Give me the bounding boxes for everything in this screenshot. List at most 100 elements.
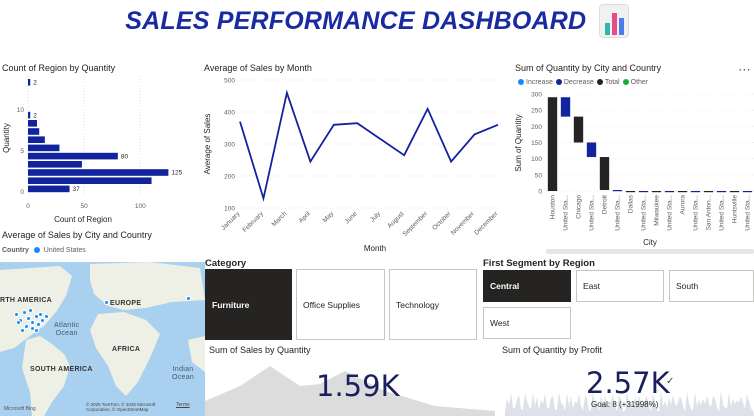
map-point[interactable] [26,316,31,321]
y-tick-label: 300 [224,142,235,149]
map-point[interactable] [40,318,45,323]
waterfall-bar [664,191,675,193]
waterfall-bar [703,191,714,193]
bar [28,128,40,135]
waterfall-bar [677,191,688,193]
page-title: SALES PERFORMANCE DASHBOARD [125,6,587,35]
map-point[interactable] [24,324,29,329]
legend-dot-icon [555,79,562,85]
city-quantity-waterfall-chart[interactable]: 300 250 200 150 100 50 0 Houston United Sta... Ch… [510,88,754,258]
x-tick-label: San Anton... [706,195,713,231]
city-chart-legend: Increase Decrease Total Other [515,79,648,86]
waterfall-bar [716,191,727,193]
y-tick-label: 0 [20,189,24,196]
data-label: 37 [73,186,81,193]
month-chart-title: Average of Sales by Month [204,63,312,73]
legend-item-label: Total [604,79,620,86]
bar [28,185,70,193]
data-label: 2 [33,80,37,87]
segment-option-south[interactable]: South [669,270,754,302]
y-tick-label: 150 [531,140,542,147]
x-tick-label: Huntsville [732,195,739,224]
data-label: 80 [121,153,129,160]
category-option-technology[interactable]: Technology [389,269,477,340]
map-legend-item: United States [43,247,86,254]
waterfall-bar [638,191,649,193]
bar [28,161,82,168]
bar [28,144,60,152]
sparkline-area [505,390,754,416]
waterfall-bar [573,116,584,143]
map-point[interactable] [28,308,33,313]
map-point[interactable] [16,320,21,325]
category-slicer-title: Category [205,258,247,269]
waterfall-bar [651,191,662,193]
city-chart-title: Sum of Quantity by City and Country [515,63,662,73]
map-point[interactable] [14,312,19,317]
x-tick-label: November [450,210,477,237]
category-option-office-supplies[interactable]: Office Supplies [296,269,385,340]
segment-option-west[interactable]: West [483,307,571,339]
legend-item-label: Increase [526,79,553,86]
profit-card-goal: Goal: 8 (+31998%) [591,400,659,409]
map-label-europe: EUROPE [110,300,142,307]
waterfall-bar [690,191,701,193]
bar [28,111,31,119]
x-tick-label: April [298,210,313,225]
x-tick-label: July [369,210,383,224]
y-tick-label: 400 [224,110,235,117]
x-tick-label: United Sta... [615,195,622,231]
x-tick-label: Detroit [602,195,609,214]
x-tick-label: January [220,210,242,232]
map-point[interactable] [20,328,25,333]
x-axis-title: Count of Region [54,215,112,224]
x-axis-title: Month [364,244,386,253]
data-label: 125 [171,170,182,177]
bar [28,136,45,143]
x-tick-label: United Sta... [745,195,752,231]
map-terms-link[interactable]: Terms [176,402,190,408]
x-tick-label: Houston [550,195,557,220]
legend-dot-icon [622,79,629,85]
category-option-furniture[interactable]: Furniture [205,269,292,340]
legend-item-label: Other [630,79,649,86]
more-options-icon[interactable]: ⋯ [738,62,751,77]
y-tick-label: 10 [17,107,25,114]
segment-option-central[interactable]: Central [483,270,571,302]
map-label-north-america: RTH AMERICA [0,297,53,304]
map-label-indian: Indian Ocean [172,366,195,381]
waterfall-bar [612,190,623,192]
map-point[interactable] [22,310,27,315]
map-point[interactable] [186,296,191,301]
y-tick-label: 250 [531,108,542,115]
bar [28,152,118,160]
y-tick-label: 500 [224,78,235,85]
sales-map[interactable]: RTH AMERICA EUROPE Atlantic Ocean AFRICA … [0,262,205,416]
sales-card-value: 1.59K [316,369,400,403]
map-point[interactable] [34,328,39,333]
map-point[interactable] [30,320,35,325]
x-tick-label: August [386,210,405,229]
map-point[interactable] [36,322,41,327]
waterfall-bar [586,142,597,158]
x-tick-label: March [271,210,289,228]
y-tick-label: 100 [224,206,235,213]
data-label: 2 [33,112,37,119]
map-label-atlantic: Atlantic Ocean [54,322,80,337]
waterfall-bar [599,157,610,191]
waterfall-bar [729,191,740,193]
bar [28,169,169,176]
map-point[interactable] [38,312,43,317]
map-point[interactable] [104,300,109,305]
waterfall-bar [742,191,753,193]
y-axis-title: Sum of Quantity [514,114,523,171]
x-tick-label: Milwaukee [654,195,661,226]
segment-option-east[interactable]: East [576,270,664,302]
x-tick-label: December [473,210,500,237]
map-point[interactable] [44,314,49,319]
y-tick-label: 200 [531,124,542,131]
x-tick-label: 50 [81,203,89,210]
sales-card-sparkline [205,366,495,416]
